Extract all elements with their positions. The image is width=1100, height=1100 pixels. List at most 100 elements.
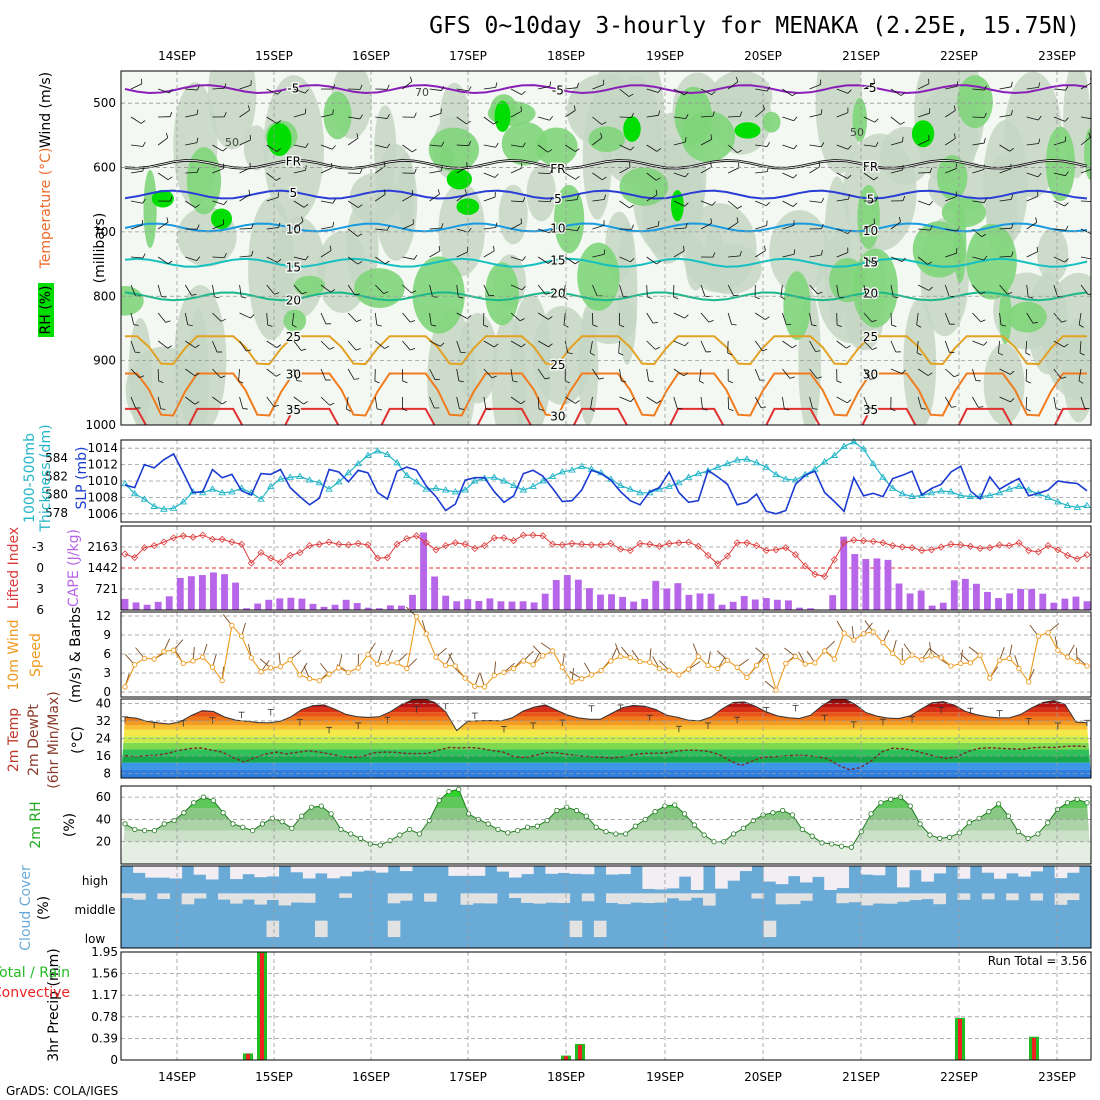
temp-units-label: (°C) [70,726,86,754]
cloud-gap [824,866,837,890]
wind-barb [212,396,223,405]
wind-barb-flag [547,260,553,264]
cape-bar [928,605,936,610]
wind-barb [646,88,659,93]
precip-convective-bar [578,1045,582,1060]
wind-speed-point [394,660,400,666]
wind-barb [375,193,386,202]
cape-bar [254,603,262,610]
wind-barb-flag [563,296,568,300]
rh-point [573,807,580,814]
wind-barb-flag [330,289,336,293]
cloud-gap [593,920,607,938]
wind-barb-flag [414,168,417,174]
rh-contour-50 [681,203,757,293]
li-point [140,544,149,552]
thickness-point [830,451,839,458]
upper-frame [120,70,1092,426]
cloud-gap [897,893,910,902]
cape-bar [386,605,394,610]
cloud-gap [581,893,595,902]
li-point [753,542,761,550]
li-point [374,554,382,562]
wind-barb [754,396,762,408]
wind-barb [266,340,277,348]
wind-barb [185,200,196,208]
wind-speed-point [200,654,206,660]
wind-speed-point [1084,663,1090,669]
wind-barb [809,166,820,174]
wind-speed-point [530,662,536,668]
thickness-point [140,495,149,502]
wind-barb [456,144,469,147]
wind-barb [293,221,304,230]
wind-barb-flag [402,380,408,384]
wind-speed-point [617,653,624,660]
rh-point [308,804,315,810]
wind-barb [402,340,411,351]
isotherm-label: FR [550,162,565,176]
rh-point [132,826,138,833]
cape-bar [762,598,770,610]
wind-barb [755,200,767,207]
wind-barb [782,172,794,179]
wind-barb-flag [383,161,386,167]
wind-speed-point [209,664,216,670]
cape-bar [121,598,129,610]
cape-bar [132,602,140,610]
wind-barb [293,340,302,351]
wind-barb-flag [1007,292,1013,295]
wind-barb-flag [656,177,661,181]
li-point [1034,548,1042,556]
wind-barb-flag [357,204,363,208]
wind-background [121,612,1091,697]
li-point [150,542,158,550]
wind-barb [1080,137,1091,146]
wind-barb-flag [760,406,767,408]
rh-point [583,813,589,819]
precip-panel [120,951,1092,1061]
cloud-gap [266,893,280,901]
wind-barb [727,312,732,325]
thickness-point [772,470,780,478]
cape-bar [630,601,638,610]
wind-barb [782,200,794,207]
cloud-gap [1054,893,1068,905]
wind-barb-flag [1065,85,1069,91]
li-point [276,558,285,566]
wind-barb-flag [1032,321,1038,324]
thickness-tick-label: 578 [45,506,68,520]
wind-speed-point [715,665,721,672]
rh-point [848,844,855,850]
pressure-tick-label: 800 [93,289,116,303]
wind-barb-flag [220,375,226,379]
wind-barb [320,144,333,150]
wind-barb [863,256,874,265]
wind-barb [592,137,603,146]
cloud-gap [678,866,692,877]
credit-label: GrADS: COLA/IGES [6,1084,118,1098]
cape-bar [1050,602,1058,610]
rh-contour-90 [151,189,174,208]
wind-barb-flag [493,245,495,251]
wind-barb-flag [221,401,227,405]
wind-barb-flag [872,347,877,350]
rh-contour-90 [623,116,641,142]
wind-barb-flag [710,218,712,224]
wind-barb-flag [575,400,580,404]
wind-barb-flag [414,112,417,118]
thickness-point [859,445,868,452]
cape-bar [585,588,593,610]
wind-barb-flag [847,89,852,94]
wind-barb-flag [873,78,875,84]
wind-barb [619,368,622,381]
wind-barb-flag [811,324,817,327]
wind-barb-flag [1065,225,1069,231]
wind-barb [510,144,523,148]
cloud-gap [981,866,995,873]
wind-speed-point [802,661,808,667]
wind-barb [239,312,251,319]
thickness-point [918,491,926,499]
run-total-label: Run Total = 3.56 [988,954,1087,968]
